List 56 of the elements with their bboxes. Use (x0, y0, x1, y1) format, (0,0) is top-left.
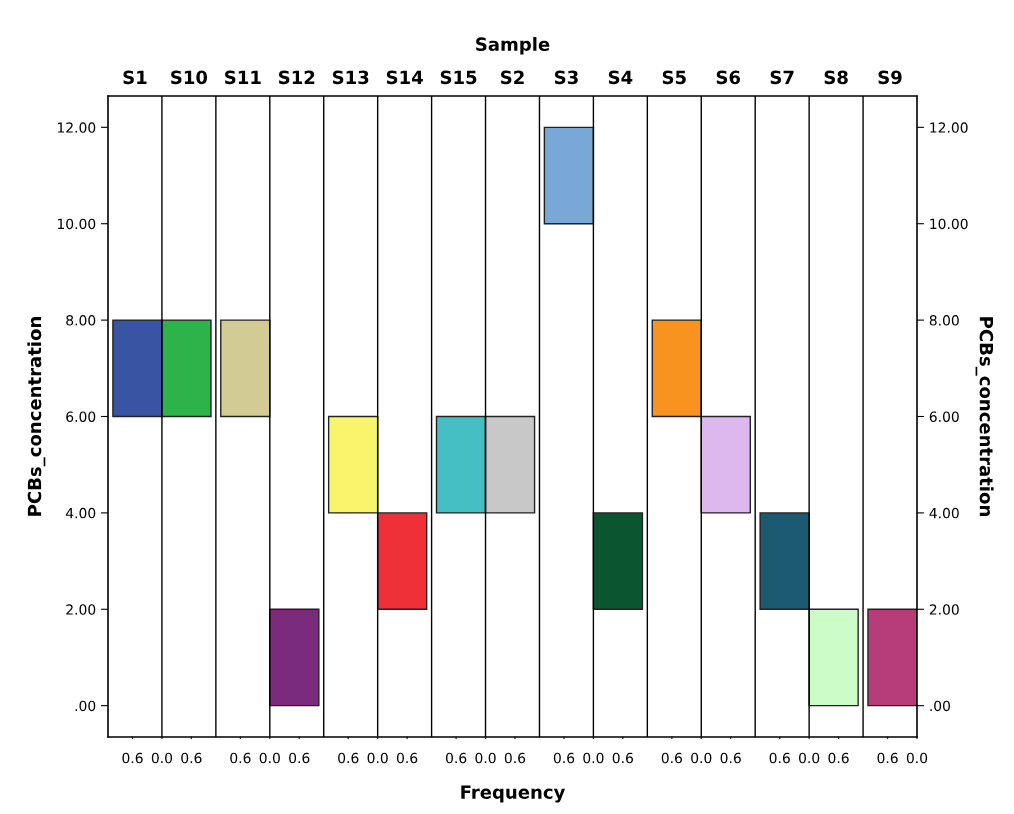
text: 0.6 (289, 752, 310, 764)
text: 0.0 (367, 752, 388, 764)
x-tick-label: S11 (225, 70, 261, 85)
y-tick-label: 6.00 (66, 411, 96, 422)
text: 0.6 (661, 752, 683, 764)
text: 0.0 (583, 752, 604, 764)
text: 0.0 (259, 752, 280, 764)
text: 0.6 (720, 752, 741, 764)
x-axis-title: Sample (476, 37, 550, 55)
y-tick-label: 4.00 (65, 507, 96, 519)
text: 0.0 (906, 752, 928, 764)
x-tick-label: S13 (332, 70, 369, 85)
x-tick-label: S3 (554, 70, 578, 85)
x-tick-label: S2 (501, 70, 524, 85)
text: Frequency (461, 785, 566, 803)
y2-tick-label: .00 (930, 700, 950, 712)
text: 0.0 (799, 752, 820, 764)
x-tick-label: S14 (386, 70, 423, 85)
x-tick-label: S15 (440, 70, 477, 85)
text: 0.6 (122, 752, 143, 764)
y-axis-title: PCBs_concentration (27, 317, 46, 516)
text: 0.6 (504, 752, 526, 764)
text: 0.6 (553, 752, 575, 764)
y2-tick-label: 10.00 (930, 218, 968, 230)
x-tick-label: S4 (608, 70, 633, 85)
text: 0.6 (769, 752, 790, 764)
x-tick-label: S1 (123, 70, 147, 85)
x-tick-label: S9 (878, 70, 902, 85)
text: 0.6 (338, 752, 359, 764)
text: 0.0 (475, 752, 496, 764)
y2-axis-title: PCBs_concentration (975, 317, 994, 516)
y2-tick-label: 6.00 (929, 411, 959, 422)
y2-tick-label: 4.00 (929, 507, 959, 519)
text: 0.6 (396, 752, 418, 764)
y-tick-label: .00 (75, 700, 96, 712)
x-tick-label: S6 (716, 70, 741, 85)
x-tick-label: S12 (279, 70, 315, 85)
y2-tick-label: 12.00 (930, 122, 968, 133)
y-tick-label: 8.00 (66, 315, 96, 326)
y-tick-label: 10.00 (57, 218, 96, 230)
y2-tick-label: 8.00 (929, 315, 959, 326)
y-tick-label: 2.00 (66, 604, 96, 615)
text: 0.6 (181, 752, 202, 764)
text: 0.6 (230, 752, 251, 764)
text: 0.6 (877, 752, 898, 764)
x-tick-label: S10 (171, 70, 208, 85)
text: 0.6 (445, 752, 467, 764)
x-tick-label: S5 (662, 70, 686, 85)
text: 0.6 (828, 752, 849, 764)
y2-tick-label: 2.00 (929, 604, 959, 615)
x-tick-label: S7 (770, 70, 794, 85)
x-tick-label: S8 (824, 70, 848, 85)
text: 0.0 (151, 752, 173, 764)
text: 0.6 (612, 752, 633, 764)
text: 0.0 (691, 752, 712, 764)
y-tick-label: 12.00 (57, 122, 96, 133)
